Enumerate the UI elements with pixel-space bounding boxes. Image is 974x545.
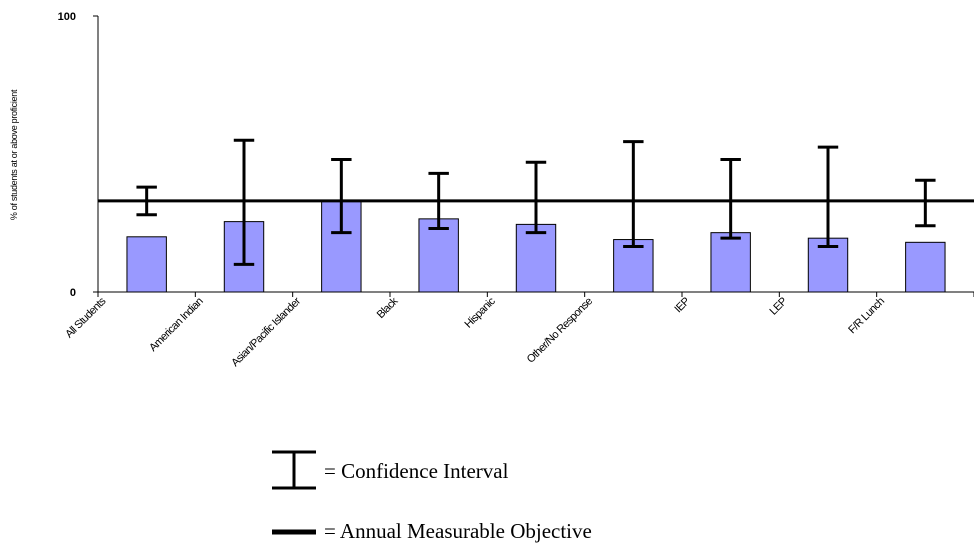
x-category-label: F/R Lunch bbox=[846, 295, 887, 336]
x-category-label: Hispanic bbox=[463, 295, 499, 331]
bar bbox=[126, 236, 167, 293]
amo-legend-label: = Annual Measurable Objective bbox=[324, 519, 592, 543]
x-category-label: IEP bbox=[672, 295, 692, 315]
x-category-label: Black bbox=[375, 295, 401, 321]
plot-area: 0 100 All Students American Indian Asian/Pac… bbox=[58, 11, 974, 369]
bar bbox=[710, 232, 751, 293]
legend: = Confidence Interval = Annual Measurabl… bbox=[272, 450, 592, 543]
bar bbox=[905, 241, 946, 293]
confidence-interval-legend-icon bbox=[272, 450, 316, 490]
bar bbox=[418, 218, 459, 293]
x-category-label: All Students bbox=[63, 295, 109, 341]
x-category-label: Asian/Pacific Islander bbox=[229, 295, 303, 369]
bar bbox=[613, 239, 654, 293]
x-category-label: LEP bbox=[768, 295, 790, 317]
y-tick-label: 0 bbox=[70, 287, 76, 299]
y-tick-label: 100 bbox=[58, 11, 76, 23]
bar bbox=[321, 200, 362, 293]
y-axis-label: % of students at or above proficient bbox=[9, 89, 19, 220]
x-category-label: American Indian bbox=[147, 295, 206, 354]
bar bbox=[515, 223, 557, 293]
x-category-label: Other/No Response bbox=[525, 295, 595, 365]
confidence-interval-legend-label: = Confidence Interval bbox=[324, 459, 509, 483]
